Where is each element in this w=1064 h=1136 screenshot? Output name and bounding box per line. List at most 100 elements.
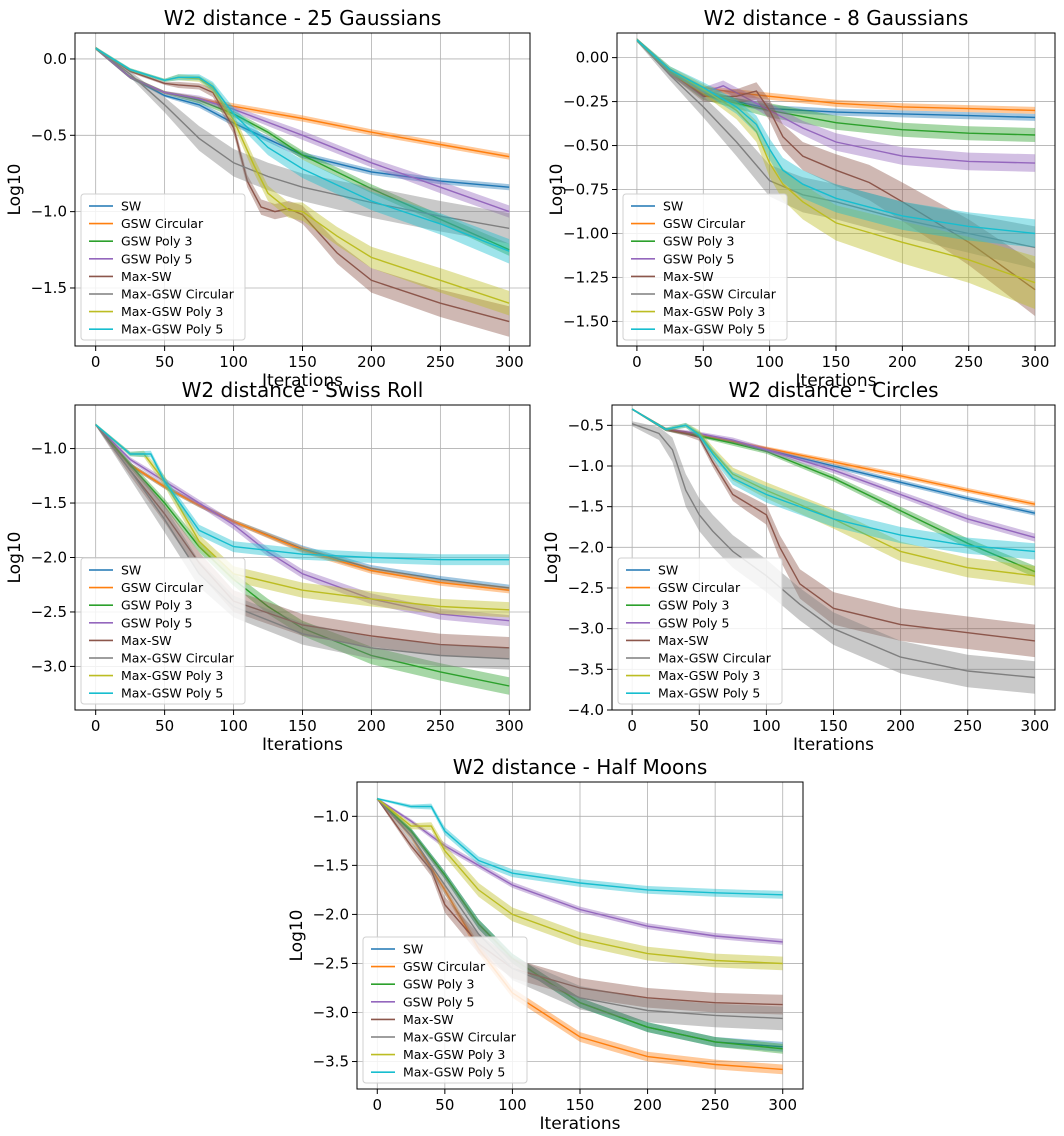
y-tick-label: −1.0 (31, 203, 67, 221)
legend-label-7: Max-GSW Poly 3 (121, 304, 223, 319)
legend-label-1: SW (121, 563, 141, 578)
x-tick-label: 250 (954, 353, 983, 371)
y-tick-label: −0.50 (563, 137, 609, 155)
x-tick-label: 150 (288, 353, 317, 371)
y-tick-label: −2.5 (568, 579, 604, 597)
legend-label-4: GSW Poly 5 (658, 615, 730, 630)
legend-label-8: Max-GSW Poly 5 (658, 686, 760, 701)
series-line-5 (636, 39, 1036, 291)
series-band-2 (636, 38, 1036, 114)
series-band-6 (377, 797, 783, 1031)
x-axis-label: Iterations (540, 1114, 621, 1134)
y-tick-label: −1.5 (313, 856, 349, 874)
chart-title: W2 distance - 8 Gaussians (704, 6, 969, 30)
x-tick-label: 150 (822, 353, 851, 371)
legend-label-1: SW (663, 199, 683, 214)
legend-label-1: SW (121, 199, 141, 214)
series-band-1 (636, 38, 1036, 121)
x-tick-label: 0 (632, 353, 642, 371)
series-line-6 (95, 47, 510, 230)
y-tick-label: −3.5 (313, 1053, 349, 1071)
legend-label-3: GSW Poly 3 (403, 977, 475, 992)
y-tick-label: −1.0 (313, 807, 349, 825)
legend-label-7: Max-GSW Poly 3 (663, 304, 765, 319)
legend-label-8: Max-GSW Poly 5 (121, 322, 223, 337)
legend-box (80, 193, 246, 341)
x-tick-label: 300 (495, 353, 524, 371)
series-band-2 (95, 46, 510, 160)
x-tick-label: 0 (372, 1096, 382, 1114)
x-tick-label: 100 (752, 717, 781, 735)
x-tick-label: 100 (219, 353, 248, 371)
legend-label-8: Max-GSW Poly 5 (663, 322, 765, 337)
y-tick-label: −1.5 (31, 494, 67, 512)
chart-panel-4: 0 50 100 150 200 250 300 −0.5 −1.0 −1.5 −2.0 −2.5 −3… (542, 378, 1056, 755)
legend-label-6: Max-GSW Circular (658, 651, 772, 666)
chart-title: W2 distance - Circles (728, 378, 938, 402)
y-tick-label: −0.25 (563, 93, 609, 111)
series-band-8 (632, 408, 1035, 560)
legend-label-8: Max-GSW Poly 5 (121, 686, 223, 701)
series-band-1 (377, 797, 783, 1052)
x-tick-label: 150 (288, 717, 317, 735)
x-tick-label: 200 (886, 717, 915, 735)
chart-panel-1: 0 50 100 150 200 250 300 0.0 −0.5 −1.0 −1.5 W2 dist… (5, 6, 531, 391)
y-tick-label: −3.5 (568, 660, 604, 678)
legend-label-2: GSW Circular (121, 580, 204, 595)
legend-label-3: GSW Poly 3 (121, 598, 193, 613)
y-tick-label: −0.5 (31, 126, 67, 144)
legend-label-4: GSW Poly 5 (403, 994, 475, 1009)
legend-label-4: GSW Poly 5 (121, 615, 193, 630)
chart-panel-3: 0 50 100 150 200 250 300 −1.0 −1.5 −2.0 −2.5 −3.0 W2… (5, 378, 531, 755)
y-axis-label: Log10 (287, 910, 307, 962)
legend-label-8: Max-GSW Poly 5 (403, 1065, 505, 1080)
series-line-8 (631, 408, 1035, 553)
x-tick-label: 200 (888, 353, 917, 371)
series-band-7 (377, 797, 783, 971)
series-line-5 (631, 408, 1035, 642)
legend-label-2: GSW Circular (658, 580, 741, 595)
legend-label-7: Max-GSW Poly 3 (403, 1047, 505, 1062)
series-band-6 (95, 46, 510, 244)
chart-title: W2 distance - 25 Gaussians (164, 6, 442, 30)
series-band-5 (632, 408, 1035, 658)
series-band-5 (636, 38, 1036, 317)
series-band-2 (632, 408, 1035, 507)
legend-label-1: SW (658, 563, 678, 578)
series-line-7 (636, 39, 1036, 284)
y-tick-label: −2.5 (313, 954, 349, 972)
legend-box (617, 557, 783, 705)
x-tick-label: 100 (219, 717, 248, 735)
y-axis-label: Log10 (5, 532, 25, 584)
y-tick-label: 0.0 (43, 50, 67, 68)
series-line-8 (636, 39, 1036, 235)
series-band-6 (95, 423, 510, 670)
chart-title: W2 distance - Swiss Roll (182, 378, 424, 402)
x-tick-label: 100 (755, 353, 784, 371)
series-band-8 (377, 797, 783, 899)
x-tick-label: 200 (357, 353, 386, 371)
x-tick-label: 50 (694, 353, 713, 371)
y-tick-label: −1.25 (563, 268, 609, 286)
x-tick-label: 0 (91, 717, 101, 735)
legend-label-5: Max-SW (121, 269, 172, 284)
chart-panel-2: 0 50 100 150 200 250 300 0.00 −0.25 −0.50 −0.75 −1.… (547, 6, 1056, 391)
legend: SW GSW Circular GSW Poly 3 GSW Poly 5 Max-SW… (617, 557, 783, 705)
series-band-7 (95, 46, 510, 316)
legend-label-6: Max-GSW Circular (403, 1030, 517, 1045)
legend: SW GSW Circular GSW Poly 3 GSW Poly 5 Max-SW… (80, 557, 246, 705)
x-tick-label: 300 (1021, 717, 1050, 735)
legend: SW GSW Circular GSW Poly 3 GSW Poly 5 Max-SW… (80, 193, 246, 341)
legend-label-3: GSW Poly 3 (121, 234, 193, 249)
legend-box (80, 557, 246, 705)
series-band-8 (95, 46, 510, 264)
x-axis-label: Iterations (262, 735, 343, 755)
legend-label-6: Max-GSW Circular (121, 651, 235, 666)
series-band-8 (636, 38, 1036, 248)
x-tick-label: 200 (357, 717, 386, 735)
x-tick-label: 100 (498, 1096, 527, 1114)
y-axis-label: Log10 (542, 532, 562, 584)
legend-label-4: GSW Poly 5 (121, 251, 193, 266)
x-tick-label: 200 (633, 1096, 662, 1114)
